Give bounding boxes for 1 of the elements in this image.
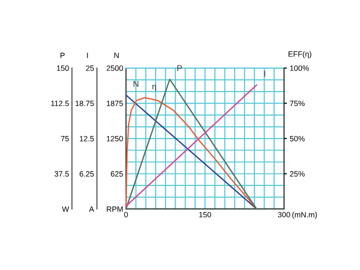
series-label: I — [264, 70, 266, 77]
